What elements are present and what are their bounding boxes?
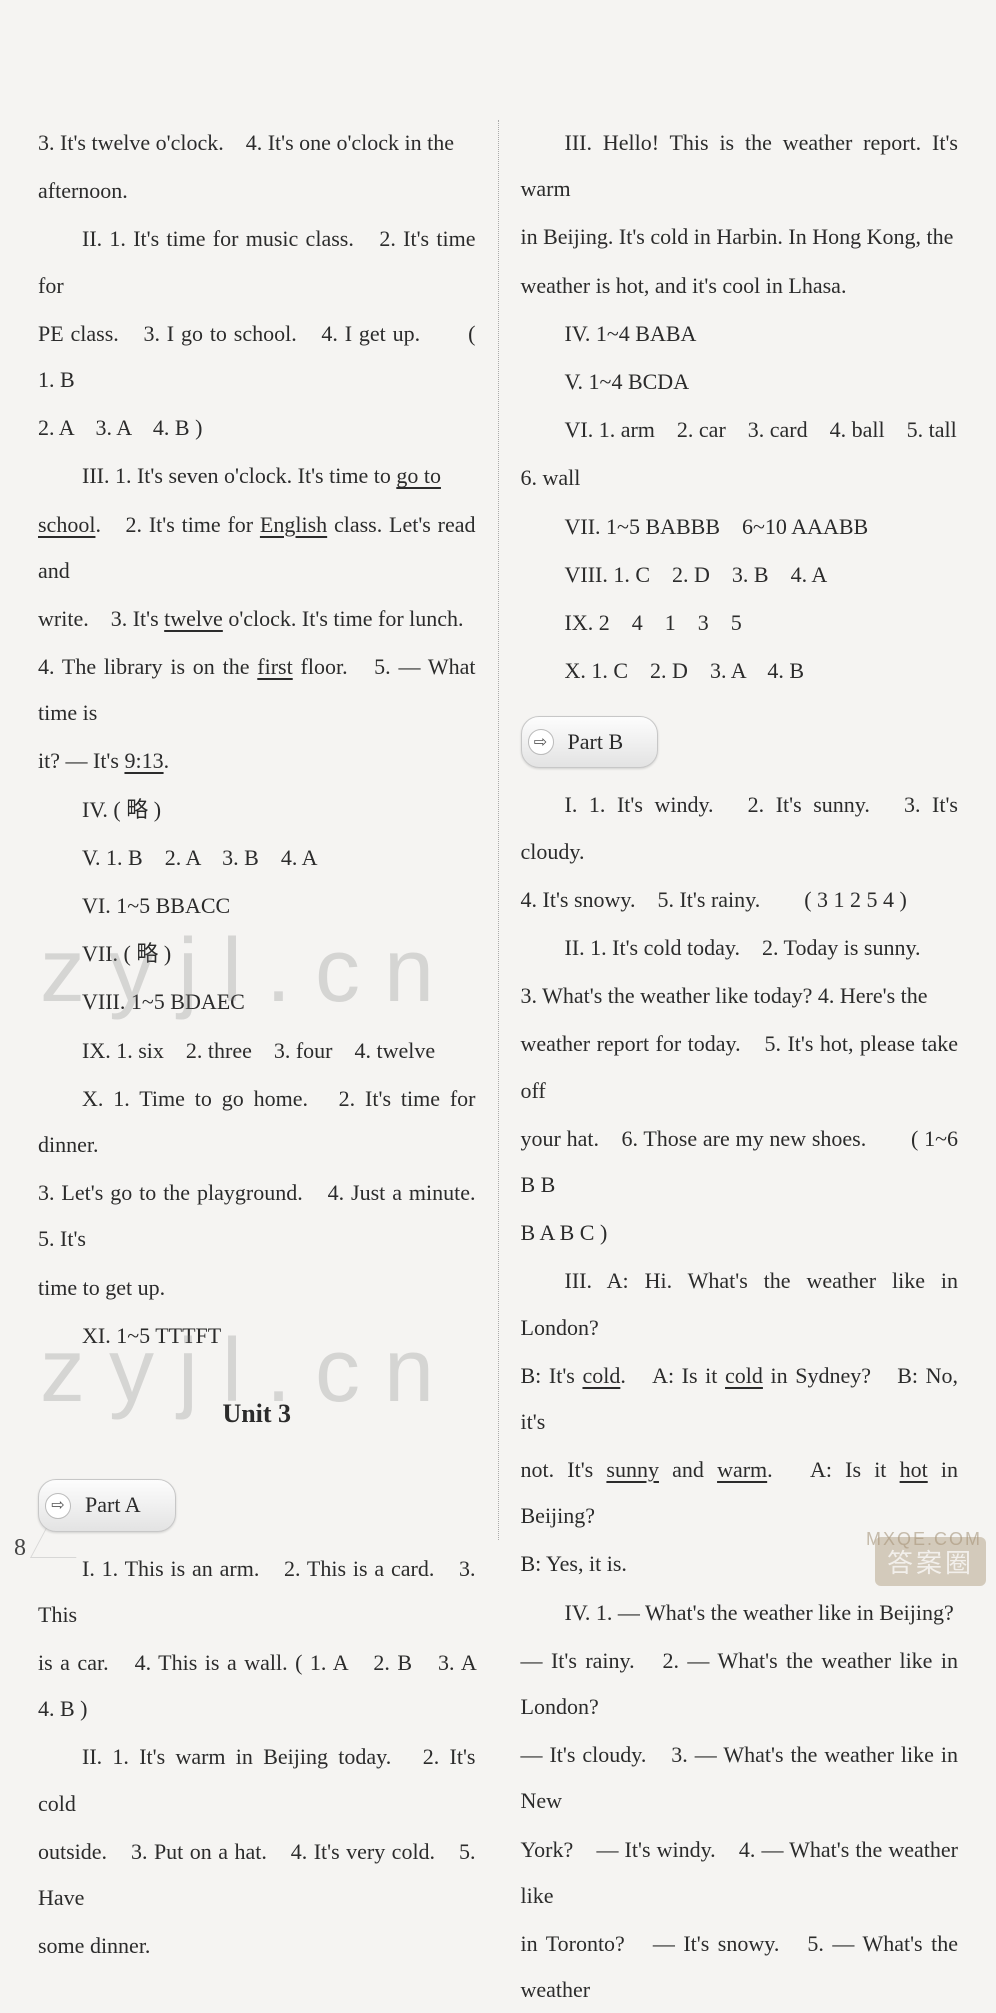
text: o'clock. It's time for lunch.: [223, 606, 464, 631]
text-line: 4. It's snowy. 5. It's rainy. ( 3 1 2 5 …: [521, 877, 959, 923]
text-line: is a car. 4. This is a wall. ( 1. A 2. B…: [38, 1640, 476, 1732]
text-line: 2. A 3. A 4. B ): [38, 405, 476, 451]
text-line: IV. 1~4 BABA: [521, 311, 959, 357]
text-line: II. 1. It's cold today. 2. Today is sunn…: [521, 925, 959, 971]
text: it? — It's: [38, 748, 124, 773]
underline: hot: [900, 1457, 928, 1482]
text-line: write. 3. It's twelve o'clock. It's time…: [38, 596, 476, 642]
text-line: 3. What's the weather like today? 4. Her…: [521, 973, 959, 1019]
part-label: Part B: [568, 719, 624, 765]
text-line: IV. ( 略 ): [38, 787, 476, 833]
text-line: PE class. 3. I go to school. 4. I get up…: [38, 311, 476, 403]
text-line: VIII. 1~5 BDAEC: [38, 979, 476, 1025]
underline: go to: [396, 463, 441, 488]
underline: school: [38, 512, 95, 537]
text: B: It's: [521, 1363, 583, 1388]
text-line: York? — It's windy. 4. — What's the weat…: [521, 1827, 959, 1919]
part-label: Part A: [85, 1482, 141, 1528]
text-line: time to get up.: [38, 1265, 476, 1311]
text-line: in Toronto? — It's snowy. 5. — What's th…: [521, 1921, 959, 2013]
text-line: III. 1. It's seven o'clock. It's time to…: [38, 453, 476, 499]
left-column: 3. It's twelve o'clock. 4. It's one o'cl…: [20, 120, 499, 1540]
text-line: — It's cloudy. 3. — What's the weather l…: [521, 1732, 959, 1824]
underline: sunny: [606, 1457, 659, 1482]
text-line: V. 1~4 BCDA: [521, 359, 959, 405]
text-line: IX. 2 4 1 3 5: [521, 600, 959, 646]
text-line: IV. 1. — What's the weather like in Beij…: [521, 1590, 959, 1636]
text-line: II. 1. It's warm in Beijing today. 2. It…: [38, 1734, 476, 1826]
text-line: I. 1. It's windy. 2. It's sunny. 3. It's…: [521, 782, 959, 874]
text-line: VIII. 1. C 2. D 3. B 4. A: [521, 552, 959, 598]
underline: first: [257, 654, 292, 679]
text-line: in Beijing. It's cold in Harbin. In Hong…: [521, 214, 959, 260]
text-line: some dinner.: [38, 1923, 476, 1969]
underline: cold: [725, 1363, 763, 1388]
underline: 9:13: [124, 748, 163, 773]
text-line: 3. It's twelve o'clock. 4. It's one o'cl…: [38, 120, 476, 166]
text-line: 3. Let's go to the playground. 4. Just a…: [38, 1170, 476, 1262]
text: . A: Is it: [767, 1457, 899, 1482]
text-line: 4. The library is on the first floor. 5.…: [38, 644, 476, 736]
text-line: it? — It's 9:13.: [38, 738, 476, 784]
page: 3. It's twelve o'clock. 4. It's one o'cl…: [0, 0, 996, 1600]
text-line: B A B C ): [521, 1210, 959, 1256]
part-b-tab: ⇨ Part B: [521, 696, 959, 782]
text: .: [164, 748, 170, 773]
text: not. It's: [521, 1457, 607, 1482]
text: write. 3. It's: [38, 606, 164, 631]
arrow-icon: ⇨: [45, 1493, 71, 1519]
text-line: not. It's sunny and warm. A: Is it hot i…: [521, 1447, 959, 1539]
text-line: — It's rainy. 2. — What's the weather li…: [521, 1638, 959, 1730]
text-line: XI. 1~5 TTTFT: [38, 1313, 476, 1359]
right-column: III. Hello! This is the weather report. …: [499, 120, 977, 1540]
text-line: VII. 1~5 BABBB 6~10 AAABB: [521, 504, 959, 550]
underline: twelve: [164, 606, 223, 631]
text-line: VI. 1~5 BBACC: [38, 883, 476, 929]
text-line: your hat. 6. Those are my new shoes. ( 1…: [521, 1116, 959, 1208]
text-line: III. A: Hi. What's the weather like in L…: [521, 1258, 959, 1350]
text-line: outside. 3. Put on a hat. 4. It's very c…: [38, 1829, 476, 1921]
text-line: weather is hot, and it's cool in Lhasa.: [521, 263, 959, 309]
text: . A: Is it: [620, 1363, 725, 1388]
text: III. 1. It's seven o'clock. It's time to: [82, 463, 396, 488]
text-line: III. Hello! This is the weather report. …: [521, 120, 959, 212]
text-line: V. 1. B 2. A 3. B 4. A: [38, 835, 476, 881]
text: . 2. It's time for: [95, 512, 259, 537]
text-line: X. 1. Time to go home. 2. It's time for …: [38, 1076, 476, 1168]
arrow-icon: ⇨: [528, 729, 554, 755]
text-line: B: It's cold. A: Is it cold in Sydney? B…: [521, 1353, 959, 1445]
text-line: 6. wall: [521, 455, 959, 501]
text-line: IX. 1. six 2. three 3. four 4. twelve: [38, 1028, 476, 1074]
unit-heading: Unit 3: [38, 1387, 476, 1442]
text: and: [659, 1457, 717, 1482]
underline: cold: [582, 1363, 620, 1388]
text-line: school. 2. It's time for English class. …: [38, 502, 476, 594]
text-line: II. 1. It's time for music class. 2. It'…: [38, 216, 476, 308]
text-line: I. 1. This is an arm. 2. This is a card.…: [38, 1546, 476, 1638]
text: 4. The library is on the: [38, 654, 257, 679]
page-number: 8: [14, 1535, 26, 1562]
underline: English: [260, 512, 327, 537]
text-line: VI. 1. arm 2. car 3. card 4. ball 5. tal…: [521, 407, 959, 453]
part-a-tab: ⇨ Part A: [38, 1459, 476, 1545]
text-line: X. 1. C 2. D 3. A 4. B: [521, 648, 959, 694]
underline: warm: [717, 1457, 767, 1482]
text-line: VII. ( 略 ): [38, 931, 476, 977]
text-line: B: Yes, it is.: [521, 1541, 959, 1587]
text-line: weather report for today. 5. It's hot, p…: [521, 1021, 959, 1113]
text-line: afternoon.: [38, 168, 476, 214]
